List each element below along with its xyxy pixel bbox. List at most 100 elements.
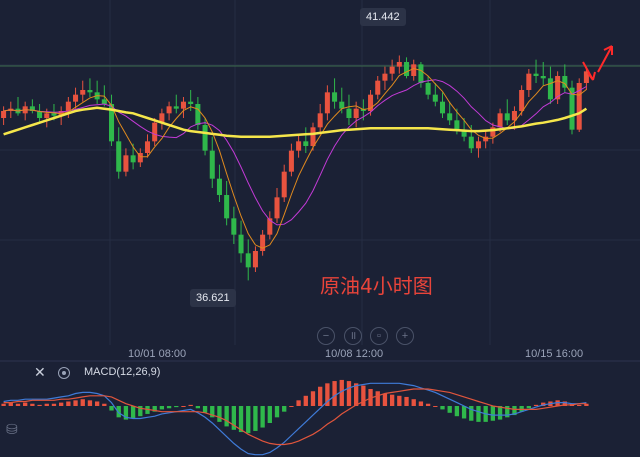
candle-body	[188, 101, 194, 104]
zoom-out-icon[interactable]: −	[317, 327, 335, 345]
candle-body	[209, 150, 215, 179]
candle-body	[562, 76, 568, 88]
ma-mid-line	[3, 79, 587, 226]
macd-histogram-bar	[30, 403, 35, 406]
macd-histogram-bar	[397, 395, 402, 406]
macd-histogram-bar	[584, 403, 589, 406]
candle-body	[224, 195, 230, 219]
macd-histogram-bar	[274, 406, 280, 418]
macd-histogram-bar	[296, 400, 301, 406]
candle-body	[511, 111, 517, 121]
macd-histogram-bar	[224, 406, 229, 427]
candle-body	[166, 106, 172, 114]
x-tick-label: 10/08 12:00	[325, 348, 384, 360]
candle-body	[281, 171, 287, 198]
zoom-in-icon[interactable]: +	[396, 327, 414, 345]
candle-body	[231, 218, 237, 235]
macd-histogram-bar	[562, 401, 567, 406]
down-arrow-icon	[582, 61, 596, 81]
macd-histogram-bar	[310, 391, 316, 406]
macd-histogram-bar	[490, 406, 496, 421]
macd-histogram-bar	[152, 406, 157, 412]
macd-histogram-bar	[375, 391, 380, 406]
candle-body	[526, 73, 532, 90]
candle-body	[396, 62, 402, 67]
candle-body	[296, 141, 302, 151]
macd-histogram-bar	[282, 406, 287, 412]
macd-histogram-bar	[1, 403, 6, 406]
candle-body	[80, 90, 86, 95]
candle-body	[432, 94, 438, 102]
candle-body	[418, 64, 424, 83]
candle-body	[425, 83, 431, 95]
macd-histogram-bar	[238, 406, 244, 433]
candle-body	[216, 178, 222, 195]
macd-histogram-bar	[404, 396, 409, 406]
macd-histogram-bar	[361, 385, 366, 406]
macd-histogram-bar	[339, 379, 344, 406]
macd-histogram-bar	[253, 406, 258, 431]
macd-histogram-bar	[130, 406, 136, 419]
macd-histogram-bar	[8, 402, 13, 406]
drawing-tool-icon[interactable]: ⛁	[6, 421, 18, 437]
macd-histogram-bar	[497, 406, 503, 420]
macd-histogram-bar	[461, 406, 467, 419]
close-icon[interactable]: ✕	[34, 364, 46, 380]
candle-body	[547, 78, 553, 100]
candle-body	[173, 106, 179, 109]
macd-histogram-bar	[188, 404, 193, 406]
candle-body	[252, 251, 258, 268]
macd-histogram-bar	[51, 403, 57, 406]
candle-body	[51, 113, 57, 116]
candle-body	[116, 141, 122, 172]
candle-body	[44, 113, 50, 118]
macd-histogram-bar	[231, 406, 236, 430]
macd-histogram-bar	[267, 406, 272, 423]
candle-body	[1, 111, 7, 118]
macd-histogram-bar	[102, 403, 107, 406]
candle-body	[540, 76, 546, 79]
candle-body	[583, 71, 589, 83]
macd-dea-line	[3, 388, 587, 446]
candle-body	[180, 101, 186, 109]
macd-histogram-bar	[59, 402, 64, 406]
candle-body	[576, 83, 582, 130]
macd-histogram-bar	[15, 403, 21, 406]
macd-histogram-bar	[577, 404, 582, 406]
macd-histogram-bar	[382, 393, 388, 406]
candle-body	[245, 253, 251, 268]
pause-icon[interactable]: ॥	[344, 327, 362, 345]
macd-histogram-bar	[138, 406, 143, 417]
macd-histogram-bar	[109, 406, 114, 411]
macd-histogram-bar	[159, 406, 165, 410]
macd-histogram-bar	[389, 394, 395, 406]
macd-histogram-bar	[44, 403, 49, 406]
macd-histogram-bar	[80, 399, 85, 406]
macd-histogram-bar	[425, 403, 431, 406]
candle-body	[382, 73, 388, 81]
candle-body	[29, 106, 35, 111]
macd-histogram-bar	[217, 406, 222, 422]
candle-body	[109, 104, 115, 142]
settings-icon[interactable]	[58, 367, 70, 379]
up-arrow-icon	[597, 45, 613, 73]
macd-histogram-bar	[325, 383, 330, 406]
candle-body	[569, 87, 575, 130]
candle-body	[37, 111, 43, 118]
candle-body	[353, 108, 359, 118]
macd-histogram-bar	[94, 401, 100, 406]
candle-body	[475, 141, 481, 149]
macd-histogram-bar	[346, 381, 352, 406]
candle-body	[389, 66, 395, 74]
macd-histogram-bar	[174, 406, 179, 408]
macd-histogram-bar	[246, 406, 251, 434]
macd-histogram-bar	[87, 400, 93, 406]
reset-icon[interactable]: ▫	[370, 327, 388, 345]
candle-body	[238, 234, 244, 254]
candle-body	[152, 122, 158, 142]
candle-body	[504, 113, 510, 121]
macd-histogram-bar	[440, 406, 445, 410]
candle-body	[195, 104, 201, 125]
candle-body	[137, 153, 143, 163]
